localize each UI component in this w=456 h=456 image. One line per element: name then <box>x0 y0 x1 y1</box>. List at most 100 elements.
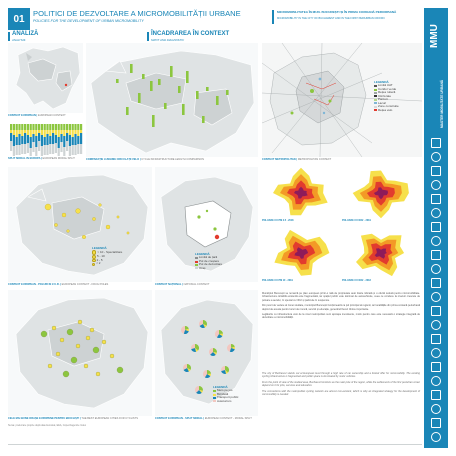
sidebar-pictogram-icon <box>431 404 441 414</box>
legend-swatch <box>213 393 216 396</box>
split-bar-segment <box>46 124 49 130</box>
pie-slice <box>183 368 189 373</box>
legend-swatch <box>213 400 216 403</box>
pie-slice <box>207 373 211 377</box>
legend-swatch <box>374 95 377 98</box>
pie-slice <box>208 348 213 355</box>
sidebar-pictogram-icon <box>431 362 441 372</box>
legend-swatch <box>374 98 377 101</box>
legend-swatch <box>374 92 377 95</box>
metro-map-svg <box>262 43 422 157</box>
split-bar-segment <box>57 130 60 137</box>
nat-legend-list: Limită de țară Pol de creștere Pol de dezv… <box>195 255 255 270</box>
city-dot <box>75 343 81 349</box>
legend-label: Mers pe jos <box>217 388 233 393</box>
pie-slice <box>191 344 195 349</box>
pole-dot <box>126 231 130 235</box>
cycle-bar <box>170 66 173 77</box>
legend-label: Limită de țară <box>199 255 218 260</box>
pollution-caption: POLUARE CU PM 10 - 2019 <box>262 279 293 282</box>
sidebar-pictogram-icon <box>431 180 441 190</box>
split-bar-segment <box>35 124 38 130</box>
pollution-zone <box>373 187 388 200</box>
city-dot <box>55 351 61 357</box>
pollution-map-svg <box>342 167 420 219</box>
split-bar-segment <box>43 137 46 145</box>
cities-dot-group <box>40 319 124 378</box>
split-bar-segment <box>12 135 15 146</box>
split-bar-segment <box>60 142 63 152</box>
sidebar-pictogram-icon <box>431 418 441 428</box>
split-bar-segment <box>60 134 63 142</box>
pie-slice <box>185 326 189 330</box>
pole-dot <box>82 235 86 239</box>
national-legend-item: Oraș <box>195 266 255 270</box>
split-bar-segment <box>40 146 43 156</box>
right-title-bar <box>272 10 274 24</box>
metro-legend-item: Limită UAT <box>374 83 420 88</box>
pie-slice <box>181 326 185 334</box>
pole-dot <box>66 229 70 233</box>
pollution-map: POLUARE CU NO2 - 2019 <box>342 167 420 225</box>
pollution-maps: POLUARE CU PM 2.5 - 2018 POLUARE CU NO2 -… <box>262 167 422 287</box>
sidebar-pictogram-icon <box>431 306 441 316</box>
right-subtitle: MICROMOBILITY IN THE CITY OF BUCHAREST A… <box>277 17 385 20</box>
paragraph-6: The connections with the metropolitan cy… <box>262 389 420 396</box>
split-bar-segment <box>40 135 43 146</box>
pole-dot <box>61 212 67 218</box>
split-bar-segment <box>60 130 63 134</box>
legend-swatch <box>374 88 377 91</box>
cycle-bar <box>142 74 145 79</box>
bucharest-national-marker <box>214 234 220 240</box>
sidebar-pictogram-icon <box>431 292 441 302</box>
split-bar-segment <box>38 124 41 130</box>
metro-legend-item: Căi ferate <box>374 94 420 98</box>
pie-slice <box>199 390 203 393</box>
split-bar-segment <box>63 136 66 147</box>
split-bar-segment <box>66 130 69 133</box>
split-bar-segment <box>24 133 27 144</box>
pie-slice <box>216 334 223 339</box>
split-bar-segment <box>18 124 21 130</box>
paragraph-4: The city of Bucharest stands out at Euro… <box>262 372 420 379</box>
pollution-zone <box>294 247 309 259</box>
cycle-bar <box>226 90 229 95</box>
pie-slice <box>213 352 217 355</box>
legend-label: Pol de dezvoltare <box>199 262 223 267</box>
split-bar-segment <box>10 124 13 130</box>
sidebar-icons <box>427 138 445 446</box>
legend-swatch <box>374 109 377 112</box>
split-bar-segment <box>49 130 52 136</box>
national-context-map: LEGENDĂ Limită de țară Pol de creștere Pol… <box>155 167 258 282</box>
city-dot <box>95 371 101 377</box>
split-bar-segment <box>10 141 13 151</box>
caption-cycle-length: COMPARAȚIE LUNGIME CIRCULAȚII VELO | CYC… <box>86 158 204 161</box>
paragraph-2: Din punct de vedere al zonei studiate, m… <box>262 304 420 311</box>
pie-slice <box>225 366 229 373</box>
split-bar-segment <box>32 130 35 134</box>
analysis-sub: ANALYSIS <box>12 38 26 42</box>
sidebar-short: MMU <box>429 24 440 48</box>
cycle-bar <box>138 93 141 103</box>
sidebar-pictogram-icon <box>431 264 441 274</box>
split-bar-segment <box>46 145 49 155</box>
national-map-svg <box>155 167 258 282</box>
sidebar: MMU MASTER MOBILITATE URBANĂ <box>424 8 448 448</box>
sidebar-label: MASTER MOBILITATE URBANĂ <box>440 79 444 128</box>
pie-slice <box>182 364 187 370</box>
legend-swatch <box>195 257 198 260</box>
sidebar-pictogram-icon <box>431 390 441 400</box>
split-bar-segment <box>46 134 49 145</box>
metropolitan-map: LEGENDĂ Limită UAT Coridor verde Rețea rut… <box>262 43 422 157</box>
pollution-map: POLUARE CU NO2 - 2018 <box>342 227 420 285</box>
context-sub: SWOT AND DIAGNOSTIC <box>151 38 185 42</box>
sidebar-pictogram-icon <box>431 208 441 218</box>
legend-label: Limită UAT <box>378 83 393 88</box>
poles-legend-item: 5 - 10 <box>92 254 150 259</box>
legend-label: 5 - 10 <box>97 254 105 259</box>
legend-swatch <box>92 254 96 259</box>
split-bar-segment <box>29 137 32 148</box>
pie-slice <box>225 370 229 374</box>
pollution-caption: POLUARE CU PM 2.5 - 2018 <box>262 219 294 222</box>
split-bar-segment <box>18 130 21 134</box>
